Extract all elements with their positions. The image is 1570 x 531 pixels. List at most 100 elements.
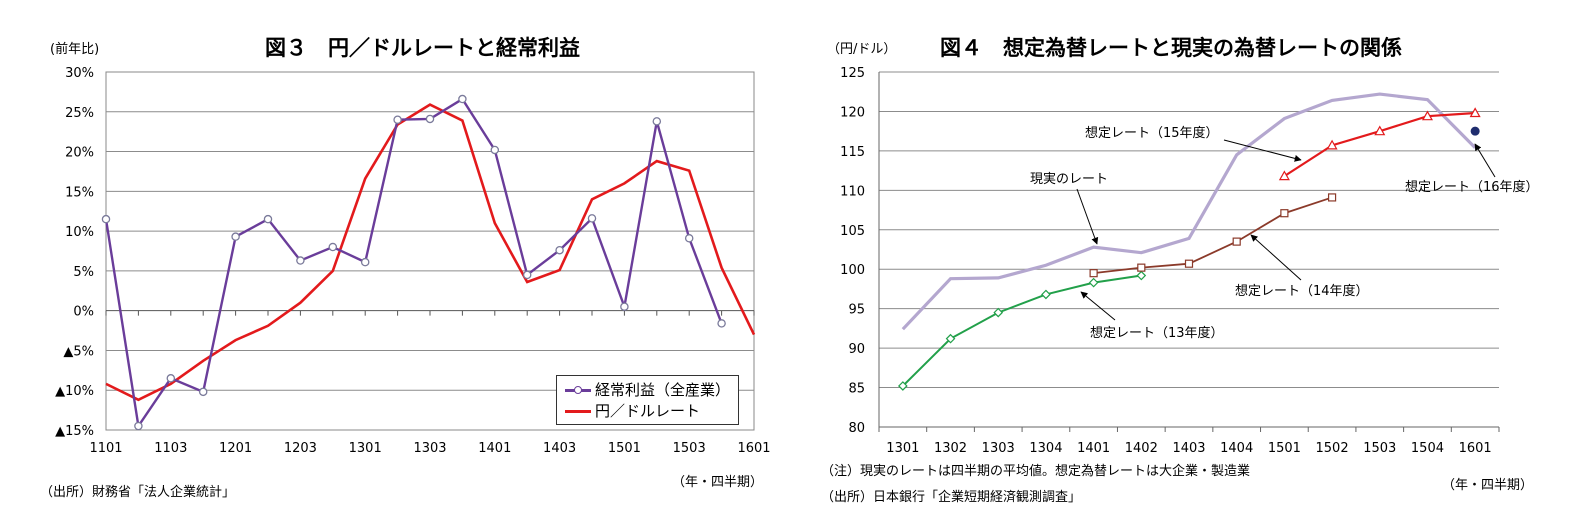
data-point-assumed-rate-fy14 <box>1137 263 1146 272</box>
data-point-assumed-rate-fy13 <box>897 381 908 391</box>
chart-panel-profit-vs-fx: 図３ 円／ドルレートと経常利益 (前年比) 30% 25% 20% 15% 10% 5% 0… <box>40 36 771 500</box>
y-axis-unit-label: (前年比) <box>50 42 100 57</box>
legend-swatch-profit <box>565 383 591 397</box>
x-axis-unit-label: （年・四半期） <box>1442 478 1534 493</box>
data-point-assumed-rate-fy13 <box>945 333 956 344</box>
y-axis-unit-label: （円/ドル） <box>827 42 897 57</box>
data-point-ordinary-profit <box>263 214 273 224</box>
annotation-actual-rate-arrow <box>1076 188 1099 245</box>
data-point-assumed-rate-fy14 <box>1280 209 1289 218</box>
x-tick-label: 1401 <box>1077 441 1110 456</box>
data-point-assumed-rate-fy13 <box>993 307 1004 318</box>
data-point-assumed-rate-fy13 <box>1088 277 1099 288</box>
data-point-assumed-rate-fy15 <box>1421 110 1433 121</box>
data-point-ordinary-profit <box>555 245 564 255</box>
x-tick-label: 1203 <box>284 441 317 456</box>
x-tick-label: 1601 <box>1459 441 1492 456</box>
y-tick-label: ▲15% <box>55 424 94 439</box>
data-point-ordinary-profit <box>393 115 402 124</box>
y-tick-label: 85 <box>848 382 865 397</box>
data-point-assumed-rate-fy14 <box>1327 193 1337 202</box>
chart-title: 図４ 想定為替レートと現実の為替レートの関係 <box>940 36 1402 60</box>
data-point-assumed-rate-fy13 <box>1136 270 1147 281</box>
source-note: （出所）財務省「法人企業統計」 <box>40 485 236 500</box>
y-tick-label: 110 <box>840 184 865 199</box>
x-tick-label: 1103 <box>154 441 187 456</box>
x-tick-label: 1402 <box>1125 441 1158 456</box>
x-tick-label: 1302 <box>934 441 967 456</box>
annotation-fy15-label: 想定レート（15年度） <box>1085 125 1219 141</box>
data-point-ordinary-profit <box>166 374 176 383</box>
y-tick-label: 15% <box>65 185 94 200</box>
data-point-ordinary-profit <box>587 214 597 223</box>
y-tick-label: 100 <box>840 263 865 278</box>
data-point-assumed-rate-fy16 <box>1470 126 1480 136</box>
data-point-ordinary-profit <box>296 256 305 265</box>
data-point-ordinary-profit <box>101 214 111 224</box>
y-tick-label: ▲5% <box>63 344 94 359</box>
data-point-assumed-rate-fy15 <box>1469 107 1481 118</box>
annotation-actual-rate-label: 現実のレート <box>1030 171 1108 187</box>
y-tick-label: 30% <box>65 66 94 81</box>
y-tick-label: 90 <box>848 342 865 357</box>
data-point-assumed-rate-fy14 <box>1089 269 1098 278</box>
data-point-assumed-rate-fy13 <box>1041 289 1051 300</box>
data-point-ordinary-profit <box>425 114 435 124</box>
y-tick-label: 5% <box>73 265 94 280</box>
chart-title: 図３ 円／ドルレートと経常利益 <box>265 36 580 60</box>
y-tick-label: 95 <box>848 303 865 318</box>
annotation-fy14-label: 想定レート（14年度） <box>1235 283 1369 299</box>
annotation-fy15-arrow <box>1223 139 1302 162</box>
series-line-assumed-rate-fy14 <box>1093 196 1333 275</box>
chart-note: （注）現実のレートは四半期の平均値。想定為替レートは大企業・製造業 <box>821 464 1251 479</box>
x-tick-label: 1501 <box>1268 441 1301 456</box>
chart-legend: 経常利益（全産業） 円／ドルレート <box>556 375 740 425</box>
x-tick-label: 1501 <box>608 441 641 456</box>
data-point-assumed-rate-fy14 <box>1184 259 1194 268</box>
x-tick-label: 1502 <box>1316 441 1349 456</box>
x-tick-label: 1301 <box>886 441 919 456</box>
data-point-ordinary-profit <box>134 421 143 431</box>
x-tick-label: 1303 <box>413 441 446 456</box>
x-tick-label: 1201 <box>219 441 252 456</box>
chart-plot-area: 30% 25% 20% 15% 10% 5% 0% ▲5% ▲10% ▲15% 1101 1103 12… <box>55 66 770 456</box>
series-line-ordinary-profit <box>104 97 723 430</box>
data-point-ordinary-profit <box>458 94 467 104</box>
legend-item-fx: 円／ドルレート <box>565 400 730 421</box>
series-line-fx-rate <box>105 103 756 402</box>
series-line-actual-rate <box>901 92 1477 331</box>
x-tick-label: 1601 <box>737 441 770 456</box>
x-tick-label: 1101 <box>89 441 122 456</box>
data-point-assumed-rate-fy15 <box>1326 139 1338 150</box>
y-tick-label: 120 <box>840 105 865 120</box>
x-tick-label: 1504 <box>1411 441 1444 456</box>
annotation-fy13-label: 想定レート（13年度） <box>1090 325 1224 341</box>
data-point-ordinary-profit <box>522 270 532 280</box>
x-tick-label: 1301 <box>349 441 382 456</box>
x-tick-label: 1503 <box>673 441 706 456</box>
legend-item-profit: 経常利益（全産業） <box>565 379 730 400</box>
data-point-assumed-rate-fy15 <box>1374 125 1386 136</box>
annotation-fy14-arrow <box>1250 234 1302 281</box>
y-tick-label: 0% <box>73 305 94 320</box>
chart-plot-area: 125 120 115 110 105 100 95 90 85 80 1301 1302 1303 13… <box>840 66 1538 456</box>
y-tick-label: 25% <box>65 106 94 121</box>
data-point-assumed-rate-fy14 <box>1232 237 1241 246</box>
x-tick-label: 1403 <box>543 441 576 456</box>
series-line-assumed-rate-fy13 <box>902 274 1142 387</box>
annotation-fy16-arrow <box>1474 143 1496 178</box>
y-tick-label: 20% <box>65 146 94 161</box>
annotation-fy13-arrow <box>1080 291 1116 321</box>
plot-border <box>105 71 755 431</box>
data-point-ordinary-profit <box>620 302 629 311</box>
x-axis-unit-label: （年・四半期） <box>672 475 764 490</box>
data-point-ordinary-profit <box>360 257 370 267</box>
legend-label-profit: 経常利益（全産業） <box>595 381 731 399</box>
data-point-ordinary-profit <box>198 387 208 397</box>
x-tick-label: 1503 <box>1363 441 1396 456</box>
source-note: （出所）日本銀行「企業短期経済観測調査」 <box>821 490 1082 505</box>
data-point-ordinary-profit <box>490 145 500 155</box>
y-tick-label: 115 <box>840 145 865 160</box>
y-tick-label: 125 <box>840 66 865 81</box>
data-point-ordinary-profit <box>652 117 662 126</box>
